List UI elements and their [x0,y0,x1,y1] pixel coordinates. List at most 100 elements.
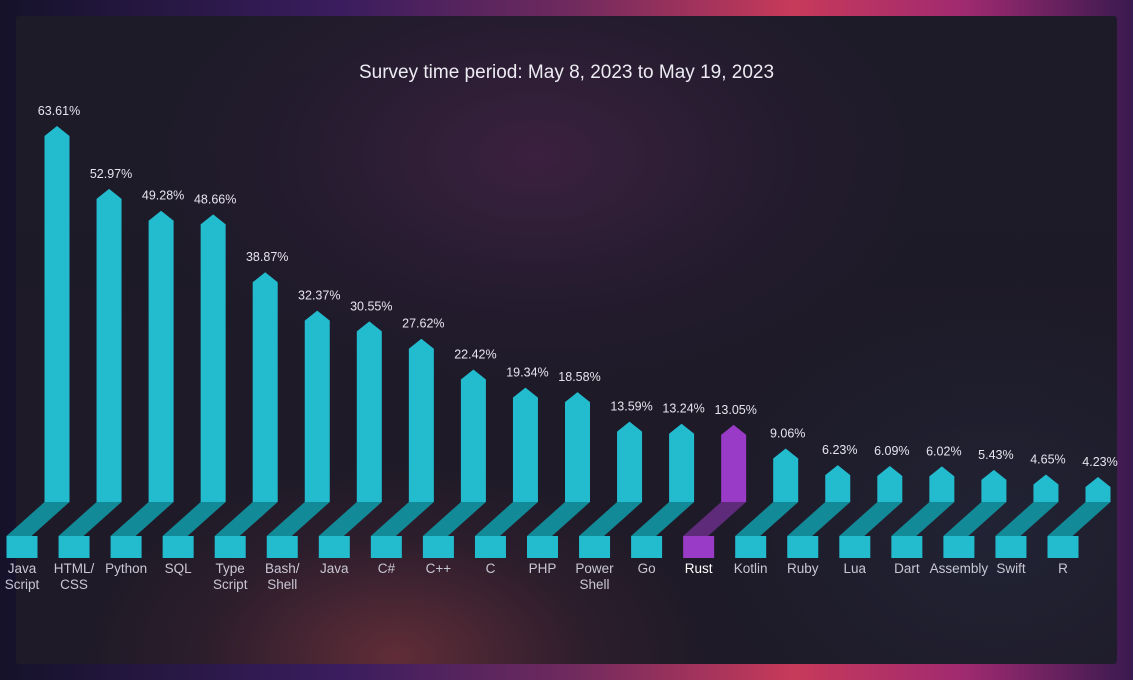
bar [669,423,695,502]
bar-foot [527,536,558,558]
value-label: 52.97% [90,167,132,181]
bar-group: 19.34% C [474,366,549,576]
bar-foot [422,536,454,558]
bar-group: 30.55% Java [318,299,393,576]
bar-group: 52.97% HTML/CSS [54,167,132,592]
bar [721,424,747,502]
category-label: Type [216,561,245,576]
bar-foot [370,536,402,558]
bar-foot [214,536,246,558]
bar [44,126,70,502]
chart-panel [16,16,1117,664]
bar [200,214,226,502]
category-label: Ruby [787,561,819,576]
value-label: 18.58% [558,370,600,384]
bar-group: 48.66% SQL [162,192,236,576]
value-label: 4.23% [1082,455,1117,469]
bar [304,310,330,502]
bar-foot [1047,536,1079,558]
value-label: 13.59% [610,400,652,414]
bar-base [422,502,486,536]
bar-foot [787,536,819,558]
category-label: Java [8,561,37,576]
bar-foot [318,536,350,558]
bar-base [370,502,434,536]
bar-foot [579,536,611,558]
bar [617,421,643,502]
bar-base [995,502,1059,536]
category-label: C++ [426,561,452,576]
bar [148,210,174,502]
bar [356,321,382,502]
value-label: 22.42% [454,347,496,361]
bar-group: 4.23% R [1047,455,1118,576]
bar-foot [735,536,767,558]
bar [512,387,538,502]
category-label: C [486,561,496,576]
category-label: Script [5,577,40,592]
bar [252,272,278,502]
bar [1085,476,1111,502]
category-label: Script [213,577,248,592]
category-label: CSS [60,577,88,592]
value-label: 6.09% [874,444,909,458]
bar [96,188,122,502]
value-label: 13.05% [714,403,756,417]
category-label: Shell [580,577,610,592]
bar-base [839,502,903,536]
bar-base [631,502,695,536]
bar-foot [266,536,298,558]
value-label: 6.23% [822,443,857,457]
bar-group: 6.09% Lua [839,444,910,576]
bar [981,469,1007,502]
bar-base [527,502,590,536]
bar-foot [162,536,194,558]
category-label: Dart [894,561,920,576]
bar-base [787,502,851,536]
bar-group: 4.65% Swift [995,453,1066,576]
bar-foot [58,536,90,558]
bar-base [214,502,278,536]
bar-group: 27.62% C# [370,317,445,576]
bar-base [58,502,122,536]
bar-base [266,502,330,536]
bar-base [474,502,538,536]
value-label: 38.87% [246,250,288,264]
bar-foot [839,536,871,558]
category-label: C# [378,561,396,576]
bar [773,448,799,502]
bar-base [683,502,747,536]
bar-base [162,502,226,536]
bar-group: 6.23% Ruby [787,443,857,576]
value-label: 5.43% [978,448,1013,462]
chart-title: Survey time period: May 8, 2023 to May 1… [359,62,774,83]
value-label: 4.65% [1030,453,1065,467]
category-label: Lua [844,561,867,576]
bar-base [6,502,70,536]
bar-foot [110,536,142,558]
bar-group: 22.42% C++ [422,347,497,576]
bar-group: 6.02% Dart [891,444,962,576]
category-label: HTML/ [54,561,95,576]
bar-group: 18.58% PHP [527,370,601,576]
bar [877,466,903,502]
bar [1033,474,1059,502]
bar-base [1047,502,1111,536]
bar-group: 5.43% Assembly [930,448,1014,576]
category-label: PHP [529,561,557,576]
bar [929,466,955,502]
bar-group: 13.24% Go [631,402,705,576]
bar-base [943,502,1007,536]
bar-foot [943,536,975,558]
bar-foot [995,536,1027,558]
bar-base [891,502,955,536]
category-label: SQL [165,561,193,576]
value-label: 13.24% [662,402,704,416]
bar-group: 49.28% Python [105,189,184,576]
bar-base [735,502,799,536]
